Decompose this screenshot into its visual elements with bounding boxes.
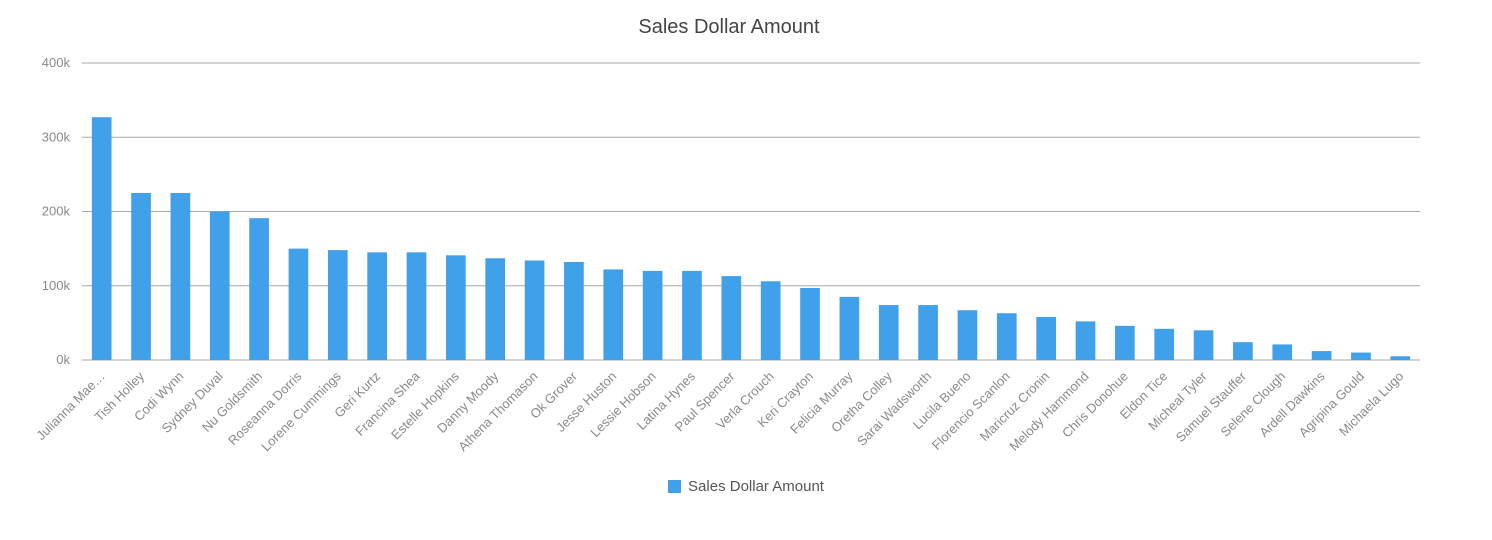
bar[interactable] [682, 270, 702, 360]
bar[interactable] [1351, 352, 1371, 360]
bar[interactable] [1233, 342, 1253, 360]
bar[interactable] [1075, 321, 1096, 360]
bar[interactable] [760, 281, 781, 360]
bar[interactable] [1311, 351, 1332, 360]
bar[interactable] [91, 117, 112, 360]
legend-swatch [668, 480, 682, 493]
bar[interactable] [996, 313, 1017, 360]
bar[interactable] [800, 287, 820, 360]
y-tick-label: 300k [42, 129, 71, 144]
grid-lines [82, 62, 1420, 361]
x-tick-label: Maricruz Cronin [977, 369, 1052, 444]
bar[interactable] [288, 248, 309, 360]
bar[interactable] [721, 276, 742, 360]
bar[interactable] [642, 270, 663, 360]
bar[interactable] [209, 211, 230, 361]
x-tick-label: Samuel Stauffer [1173, 368, 1250, 445]
bars [91, 117, 1411, 361]
bar[interactable] [327, 250, 348, 360]
bar[interactable] [367, 252, 387, 360]
bar[interactable] [446, 255, 466, 360]
bar[interactable] [170, 192, 191, 360]
bar[interactable] [406, 252, 427, 360]
y-tick-label: 100k [42, 278, 71, 293]
bar[interactable] [524, 260, 545, 360]
bar[interactable] [249, 218, 269, 360]
bar[interactable] [131, 192, 151, 360]
bar[interactable] [1272, 344, 1293, 360]
y-tick-label: 400k [42, 55, 71, 70]
x-tick-label: Julianna Mae… [33, 369, 107, 443]
bar[interactable] [1154, 328, 1175, 360]
bar[interactable] [957, 310, 978, 360]
x-tick-label: Estelle Hopkins [388, 368, 462, 442]
bar[interactable] [918, 305, 938, 360]
bar[interactable] [1390, 356, 1411, 360]
bar[interactable] [1036, 316, 1056, 360]
bar[interactable] [485, 258, 506, 360]
bar[interactable] [1115, 325, 1135, 360]
y-tick-label: 0k [56, 352, 70, 367]
y-tick-label: 200k [42, 204, 71, 219]
legend-label: Sales Dollar Amount [688, 478, 824, 495]
bar[interactable] [1193, 330, 1214, 360]
chart-title: Sales Dollar Amount [638, 16, 820, 38]
bar[interactable] [564, 261, 584, 360]
bar[interactable] [603, 269, 624, 360]
y-axis-ticks: 0k 100k 200k 300k 400k [42, 55, 71, 367]
legend[interactable]: Sales Dollar Amount [0, 478, 1492, 495]
bar[interactable] [878, 305, 899, 360]
bar[interactable] [839, 296, 860, 360]
